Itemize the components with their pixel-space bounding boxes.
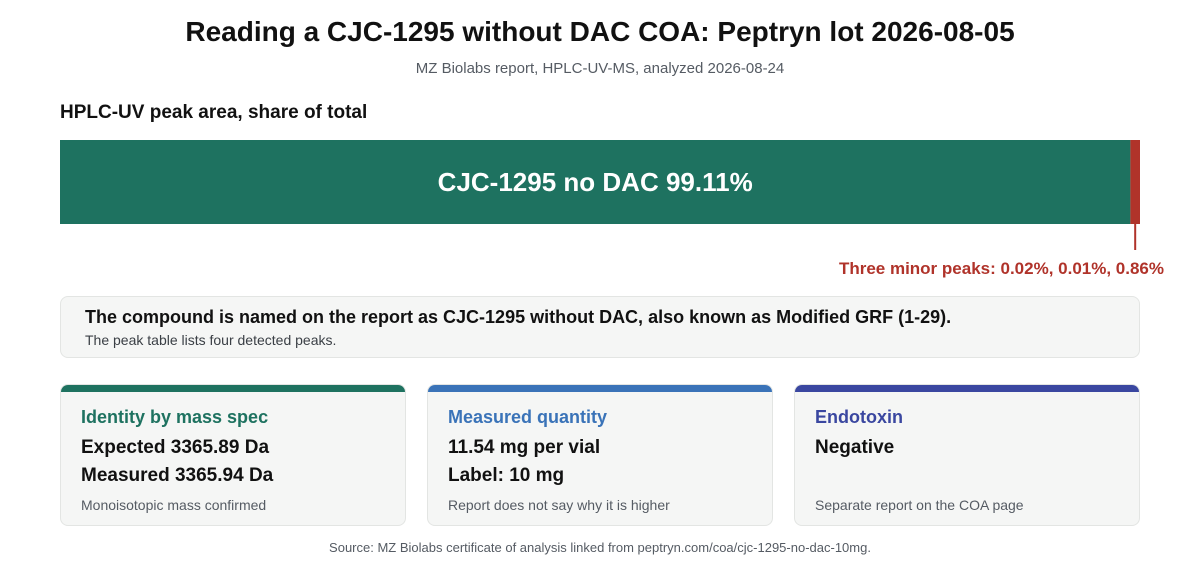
page-subtitle: MZ Biolabs report, HPLC-UV-MS, analyzed … [415, 60, 785, 77]
card-endotoxin-stripe [795, 385, 1139, 392]
card-identity-measured: Measured 3365.94 Da [81, 465, 274, 486]
card-quantity-measured: 11.54 mg per vial [448, 437, 601, 458]
bar-label-minor-peaks: Three minor peaks: 0.02%, 0.01%, 0.86% [839, 259, 1164, 278]
page-title: Reading a CJC-1295 without DAC COA: Pept… [185, 16, 1015, 47]
card-quantity-stripe [428, 385, 772, 392]
compound-note: The compound is named on the report as C… [60, 296, 1140, 358]
card-endotoxin-title: Endotoxin [815, 407, 903, 427]
compound-note-main: The compound is named on the report as C… [85, 307, 952, 327]
bar-segment-minor-peaks [1130, 140, 1140, 224]
stacked-bar-chart: CJC-1295 no DAC 99.11% Three minor peaks:… [60, 140, 1164, 278]
bar-segment-main-peak [60, 140, 1131, 224]
compound-note-sub: The peak table lists four detected peaks… [85, 332, 337, 348]
source-note: Source: MZ Biolabs certificate of analys… [329, 540, 871, 555]
bar-label-main-peak: CJC-1295 no DAC 99.11% [438, 167, 753, 197]
card-identity: Identity by mass spec Expected 3365.89 D… [60, 384, 406, 526]
chart-title: HPLC-UV peak area, share of total [60, 102, 368, 123]
card-quantity-label: Label: 10 mg [448, 465, 565, 486]
card-quantity-foot: Report does not say why it is higher [448, 497, 670, 513]
card-identity-foot: Monoisotopic mass confirmed [81, 497, 267, 513]
card-endotoxin-foot: Separate report on the COA page [815, 497, 1024, 513]
card-endotoxin-result: Negative [815, 437, 895, 458]
card-quantity-title: Measured quantity [448, 407, 608, 427]
card-quantity: Measured quantity 11.54 mg per vial Labe… [427, 384, 773, 526]
card-identity-title: Identity by mass spec [81, 407, 269, 427]
card-identity-stripe [61, 385, 405, 392]
card-identity-expected: Expected 3365.89 Da [81, 437, 270, 458]
card-endotoxin: Endotoxin Negative Separate report on th… [794, 384, 1140, 526]
